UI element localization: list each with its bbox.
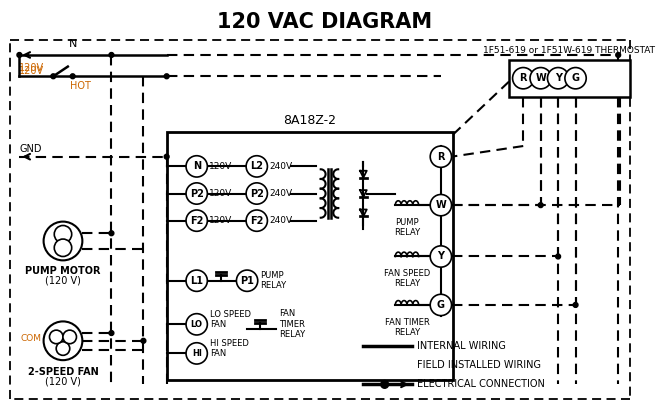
Text: Y: Y <box>555 73 561 83</box>
Circle shape <box>54 225 72 243</box>
Text: P2: P2 <box>190 189 204 199</box>
Circle shape <box>44 222 82 260</box>
Text: LO: LO <box>191 320 203 329</box>
Circle shape <box>547 67 569 89</box>
Circle shape <box>246 156 267 177</box>
Text: ELECTRICAL CONNECTION: ELECTRICAL CONNECTION <box>417 379 545 389</box>
Text: N: N <box>68 39 77 49</box>
Circle shape <box>186 343 207 364</box>
Text: P2: P2 <box>250 189 264 199</box>
Circle shape <box>54 239 72 256</box>
Circle shape <box>186 183 207 204</box>
Text: PUMP
RELAY: PUMP RELAY <box>260 271 286 290</box>
Text: 1F51-619 or 1F51W-619 THERMOSTAT: 1F51-619 or 1F51W-619 THERMOSTAT <box>483 46 655 55</box>
Circle shape <box>430 246 452 267</box>
Text: LO SPEED
FAN: LO SPEED FAN <box>210 310 251 329</box>
Circle shape <box>530 67 551 89</box>
Text: L1: L1 <box>190 276 203 286</box>
Text: W: W <box>436 200 446 210</box>
Text: PUMP
RELAY: PUMP RELAY <box>394 218 420 237</box>
Text: (120 V): (120 V) <box>45 276 81 286</box>
Text: G: G <box>572 73 580 83</box>
Text: 120V: 120V <box>209 216 232 225</box>
Text: Y: Y <box>438 251 444 261</box>
Text: 240V: 240V <box>269 189 293 198</box>
Circle shape <box>109 52 114 57</box>
Text: FAN
TIMER
RELAY: FAN TIMER RELAY <box>279 309 305 339</box>
Circle shape <box>573 303 578 308</box>
Circle shape <box>555 254 561 259</box>
Circle shape <box>56 342 70 355</box>
Text: HI: HI <box>192 349 202 358</box>
Circle shape <box>616 52 620 57</box>
Text: L2: L2 <box>251 161 263 171</box>
Text: LO: LO <box>48 344 59 353</box>
Text: COM: COM <box>21 334 42 343</box>
Text: R: R <box>519 73 527 83</box>
Text: HOT: HOT <box>70 81 90 91</box>
Circle shape <box>50 330 63 344</box>
Text: 120 VAC DIAGRAM: 120 VAC DIAGRAM <box>217 12 432 32</box>
Circle shape <box>186 210 207 231</box>
Circle shape <box>430 194 452 216</box>
Circle shape <box>513 67 534 89</box>
Circle shape <box>186 314 207 335</box>
Circle shape <box>430 294 452 316</box>
Circle shape <box>186 156 207 177</box>
Circle shape <box>381 380 389 388</box>
Bar <box>509 60 630 97</box>
Circle shape <box>246 183 267 204</box>
Circle shape <box>237 270 258 291</box>
Circle shape <box>186 270 207 291</box>
Circle shape <box>63 330 76 344</box>
Text: 120V: 120V <box>19 62 44 72</box>
Text: F2: F2 <box>250 216 263 226</box>
Circle shape <box>141 339 146 343</box>
Text: FAN TIMER
RELAY: FAN TIMER RELAY <box>385 318 429 337</box>
Text: 2-SPEED FAN: 2-SPEED FAN <box>27 367 98 377</box>
Circle shape <box>70 74 75 79</box>
Bar <box>167 132 452 380</box>
Text: 120V: 120V <box>209 162 232 171</box>
Text: N: N <box>193 161 201 171</box>
Text: G: G <box>437 300 445 310</box>
Circle shape <box>538 203 543 207</box>
Text: F2: F2 <box>190 216 204 226</box>
Text: 240V: 240V <box>269 162 293 171</box>
Text: PUMP MOTOR: PUMP MOTOR <box>25 266 100 276</box>
Text: HI: HI <box>56 352 66 361</box>
Text: W: W <box>535 73 546 83</box>
Circle shape <box>44 321 82 360</box>
Text: 120V: 120V <box>209 189 232 198</box>
Text: GND: GND <box>19 144 42 154</box>
Text: FAN SPEED
RELAY: FAN SPEED RELAY <box>384 269 430 289</box>
Text: HI SPEED
FAN: HI SPEED FAN <box>210 339 249 358</box>
Circle shape <box>430 146 452 167</box>
Circle shape <box>164 74 169 79</box>
Text: FIELD INSTALLED WIRING: FIELD INSTALLED WIRING <box>417 360 541 370</box>
Text: 120V: 120V <box>19 66 44 76</box>
Circle shape <box>109 231 114 235</box>
Text: 8A18Z-2: 8A18Z-2 <box>283 114 336 127</box>
Circle shape <box>109 331 114 336</box>
Text: 240V: 240V <box>269 216 293 225</box>
Circle shape <box>17 52 22 57</box>
Circle shape <box>51 74 56 79</box>
Text: P1: P1 <box>240 276 254 286</box>
Text: R: R <box>437 152 445 162</box>
Circle shape <box>164 154 169 159</box>
Circle shape <box>246 210 267 231</box>
Circle shape <box>565 67 586 89</box>
Text: INTERNAL WIRING: INTERNAL WIRING <box>417 341 506 351</box>
Text: (120 V): (120 V) <box>45 377 81 387</box>
